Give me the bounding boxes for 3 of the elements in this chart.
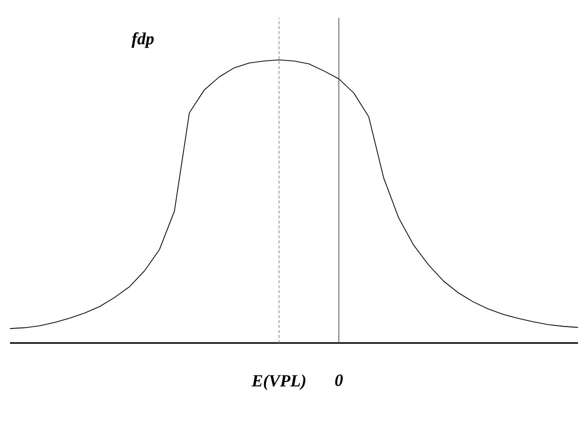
y-axis-title: fdp <box>132 32 154 48</box>
x-tick-label: 0 <box>335 374 343 386</box>
x-tick-label: E(VPL) <box>252 374 306 390</box>
